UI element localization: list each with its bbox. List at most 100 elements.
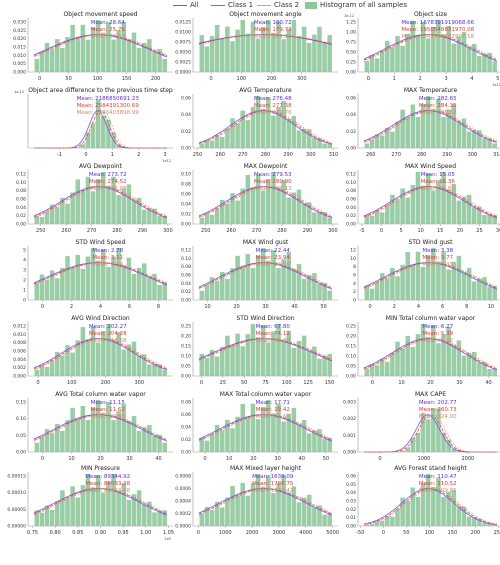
hist-bar	[441, 496, 446, 526]
hist-bar	[55, 501, 60, 526]
hist-bar	[431, 190, 436, 224]
hist-bar	[487, 52, 492, 72]
hist-bar	[327, 143, 332, 148]
hist-bar	[266, 97, 271, 148]
chart-title: Object movement angle	[229, 11, 302, 18]
hist-bar	[101, 412, 106, 452]
hist-bar	[451, 345, 457, 376]
mean-label: Mean: 89344.92	[85, 474, 130, 480]
hist-bar	[410, 184, 416, 224]
hist-bar	[317, 429, 322, 452]
chart-5: MAX Temperature 260 270 280 290 300 310 0.00 0.0…	[346, 87, 500, 158]
hist-bar	[281, 474, 286, 526]
hist-bar	[157, 215, 162, 224]
mean-label: Mean: 12.88	[91, 414, 126, 420]
hist-bar	[317, 358, 322, 376]
x-tick-label: 200	[151, 76, 161, 82]
hist-bar	[482, 522, 487, 526]
hist-bar	[209, 140, 215, 148]
hist-bar	[49, 270, 55, 300]
hist-bar	[425, 254, 431, 300]
x-tick-label: 125	[303, 380, 313, 386]
hist-bar	[281, 421, 286, 452]
x-tick-label: 40	[291, 304, 297, 310]
hist-bar	[390, 267, 395, 300]
hist-bar	[116, 331, 121, 376]
hist-bar	[301, 26, 307, 73]
hist-bar	[301, 497, 307, 526]
hist-bar	[136, 197, 142, 224]
x-tick-label: 1000	[418, 456, 431, 462]
hist-bar	[492, 285, 497, 300]
hist-bar	[482, 277, 487, 300]
y-tick-label: 0.00005	[7, 507, 26, 513]
x-tick-label: 260	[61, 228, 71, 234]
hist-bar	[317, 284, 322, 300]
hist-bar	[230, 268, 235, 300]
x-tick-label: 280	[112, 228, 122, 234]
chart-title: MIN Pressure	[81, 465, 120, 472]
y-tick-label: 0.04	[181, 112, 191, 118]
mean-label: Mean: 274.52	[89, 179, 127, 185]
hist-bar	[301, 203, 307, 224]
hist-bar	[147, 501, 152, 526]
hist-bar	[291, 486, 297, 526]
hist-bar	[34, 215, 40, 224]
hist-bar	[220, 136, 225, 148]
x-tick-label: 0.80	[50, 530, 61, 536]
chart-12: AVG Wind Direction 0 100 200 300 0.000 0.002 0.…	[13, 315, 173, 386]
mean-label: Mean: 3.38	[422, 248, 453, 254]
y-tick-label: 0.04	[181, 202, 191, 208]
x-tick-label: 25	[476, 228, 482, 234]
hist-bar	[209, 349, 215, 376]
hist-bar	[245, 33, 251, 72]
hist-bar	[126, 421, 132, 452]
density-class2	[363, 186, 498, 219]
hist-bar	[312, 507, 317, 526]
mean-label: Mean: 25.76	[91, 27, 126, 33]
hist-bar	[451, 104, 457, 148]
hist-bar	[106, 185, 111, 224]
x-tick-label: 310	[329, 152, 339, 158]
y-tick-label: 0.15	[16, 400, 26, 406]
hist-bar	[405, 197, 410, 224]
hist-bar	[296, 341, 302, 376]
hist-bar	[312, 346, 317, 376]
hist-bar	[266, 179, 271, 224]
x-tick-label: 1000	[219, 530, 232, 536]
hist-bar	[415, 432, 421, 452]
hist-bar	[199, 437, 205, 452]
density-class1	[363, 338, 498, 370]
hist-bar	[364, 368, 370, 376]
x-tick-label: 290	[303, 228, 313, 234]
hist-bar	[44, 279, 50, 300]
hist-bar	[204, 440, 210, 452]
x-tick-label: 25	[220, 380, 226, 386]
hist-bar	[364, 285, 370, 300]
mean-label: Mean: 286.63	[419, 110, 457, 116]
hist-bar	[260, 26, 266, 73]
hist-bar	[85, 39, 91, 72]
x-tick-label: 10	[204, 304, 210, 310]
y-tick-label: 0.02	[181, 289, 191, 295]
hist-bar	[415, 34, 421, 72]
hist-bar	[209, 36, 215, 72]
hist-bar	[405, 447, 410, 452]
hist-bar	[400, 264, 405, 300]
hist-bar	[60, 490, 65, 526]
y-tick-label: 0.030	[13, 20, 26, 26]
hist-bar	[400, 188, 405, 224]
hist-bar	[95, 260, 101, 300]
x-tick-label: 1.05	[163, 530, 174, 536]
hist-bar	[390, 352, 395, 376]
hist-bar	[95, 400, 101, 452]
hist-bar	[364, 215, 370, 224]
density-class2	[198, 186, 333, 219]
hist-bar	[431, 248, 436, 300]
hist-bar	[204, 284, 210, 300]
hist-bar	[44, 505, 50, 526]
hist-bar	[85, 132, 91, 148]
x-tick-label: 280	[277, 228, 287, 234]
hist-bar	[250, 324, 256, 376]
hist-bar	[95, 20, 101, 72]
